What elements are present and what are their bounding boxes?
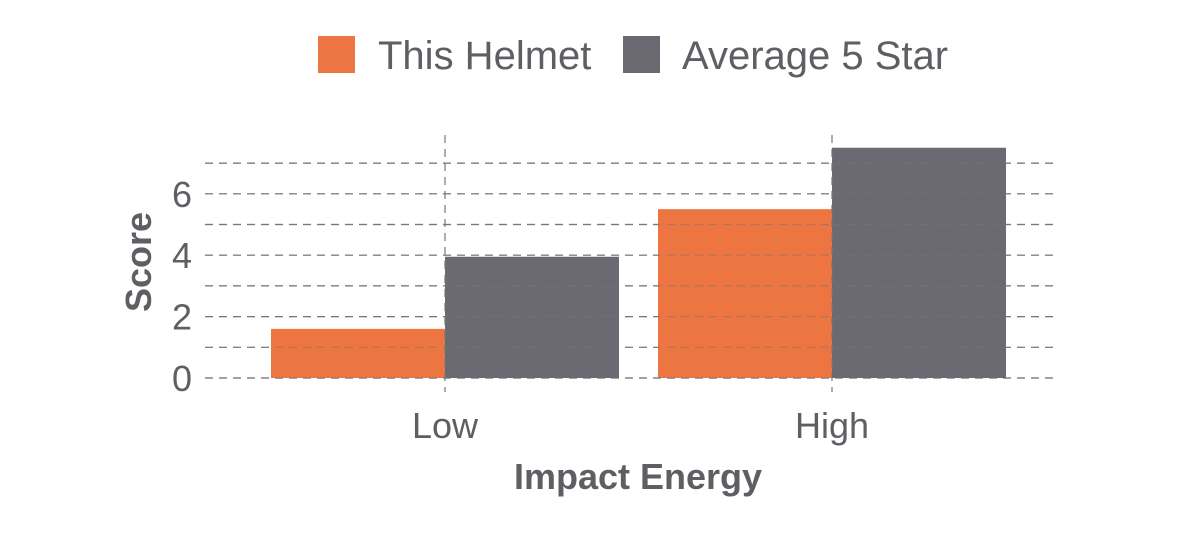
x-axis-title: Impact Energy (514, 456, 762, 497)
legend-item: Average 5 Star (623, 34, 948, 78)
y-tick-label: 6 (172, 174, 192, 215)
legend: This Helmet Average 5 Star (318, 34, 948, 78)
x-tick-label: High (795, 405, 869, 446)
legend-swatch (623, 36, 660, 73)
y-tick-label: 4 (172, 235, 192, 276)
x-tick-label: Low (412, 405, 479, 446)
x-axis-ticks: Low High (412, 405, 869, 446)
legend-swatch (318, 36, 355, 73)
y-tick-label: 2 (172, 297, 192, 338)
y-tick-label: 0 (172, 358, 192, 399)
bars (271, 147, 1006, 378)
legend-label: This Helmet (378, 34, 591, 78)
bar (658, 209, 832, 378)
legend-label: Average 5 Star (682, 34, 948, 78)
bar (445, 256, 619, 378)
bar (271, 328, 445, 378)
y-axis-title: Score (118, 212, 159, 312)
y-axis-ticks: 0 2 4 6 (172, 174, 192, 399)
legend-item: This Helmet (318, 34, 591, 78)
category-gridlines (205, 135, 1058, 392)
bar (832, 147, 1006, 378)
